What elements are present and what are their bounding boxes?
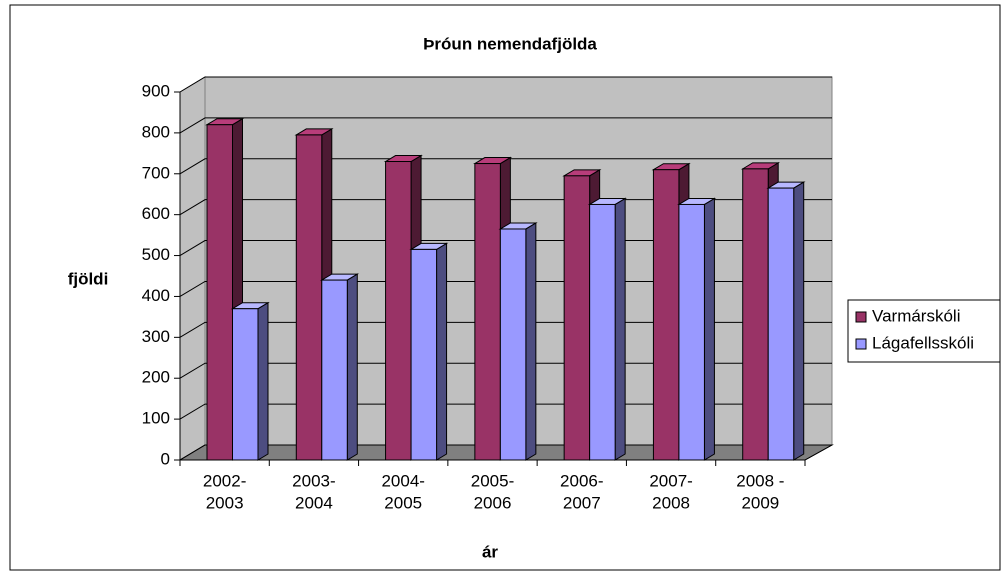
bar-face [678, 203, 705, 461]
bar-face [525, 222, 537, 461]
y-tick-label: 100 [142, 409, 170, 428]
bar-face [295, 134, 323, 461]
x-tick-label: 2003 [206, 493, 244, 512]
x-tick-label: 2004- [381, 471, 424, 490]
bar-face [652, 169, 680, 461]
y-tick-label: 400 [142, 286, 170, 305]
bar [677, 197, 717, 461]
bar-face [474, 163, 501, 461]
y-tick-label: 900 [142, 81, 170, 100]
bar-face [589, 203, 616, 461]
chart-title: Þróun nemendafjölda [423, 34, 597, 53]
y-tick-label: 700 [142, 163, 170, 182]
grid-line [179, 117, 832, 134]
y-tick-label: 600 [142, 204, 170, 223]
x-tick-label: 2004 [295, 493, 333, 512]
bar-face [499, 228, 527, 461]
bar-face [385, 161, 412, 461]
bar-face [232, 308, 259, 461]
x-tick-label: 2007 [563, 493, 601, 512]
x-tick-label: 2006- [560, 471, 603, 490]
y-tick-label: 500 [142, 245, 170, 264]
bar-face [703, 197, 715, 461]
y-tick-label: 800 [142, 122, 170, 141]
grid-line [179, 158, 832, 175]
side-wall [179, 76, 206, 461]
bar-face [410, 248, 438, 461]
x-tick-label: 2008 - [736, 471, 784, 490]
bar-face [206, 124, 233, 461]
x-axis-label: ár [482, 542, 498, 561]
legend-swatch [855, 338, 867, 350]
x-tick-label: 2002- [203, 471, 246, 490]
bar-face [436, 242, 448, 461]
x-tick-label: 2009 [741, 493, 779, 512]
y-axis-label: fjöldi [68, 269, 109, 288]
x-tick-label: 2005- [471, 471, 514, 490]
legend-label: Varmárskóli [872, 306, 960, 325]
legend [847, 299, 1001, 363]
bar [409, 242, 449, 461]
bar-face [321, 279, 348, 461]
bar [319, 273, 360, 461]
y-tick-label: 0 [161, 449, 170, 468]
bar [766, 181, 806, 461]
bar [230, 301, 270, 461]
bar-face [346, 273, 358, 461]
x-tick-label: 2005 [384, 493, 422, 512]
x-axis-depth [804, 444, 833, 461]
grid-line [179, 76, 832, 93]
bar-face [767, 187, 795, 461]
x-tick-label: 2007- [649, 471, 692, 490]
bar-face [257, 301, 269, 461]
y-tick-label: 300 [142, 327, 170, 346]
x-tick-label: 2008 [652, 493, 690, 512]
bar-face [563, 175, 591, 461]
bar [498, 222, 538, 461]
legend-swatch [855, 311, 867, 323]
x-tick-label: 2006 [474, 493, 512, 512]
legend-label: Lágafellsskóli [872, 333, 974, 352]
bar [587, 197, 627, 461]
bar-face [614, 197, 626, 461]
x-tick-label: 2003- [292, 471, 335, 490]
bar-face [742, 168, 769, 461]
y-tick-label: 200 [142, 368, 170, 387]
bar-face [793, 181, 805, 461]
